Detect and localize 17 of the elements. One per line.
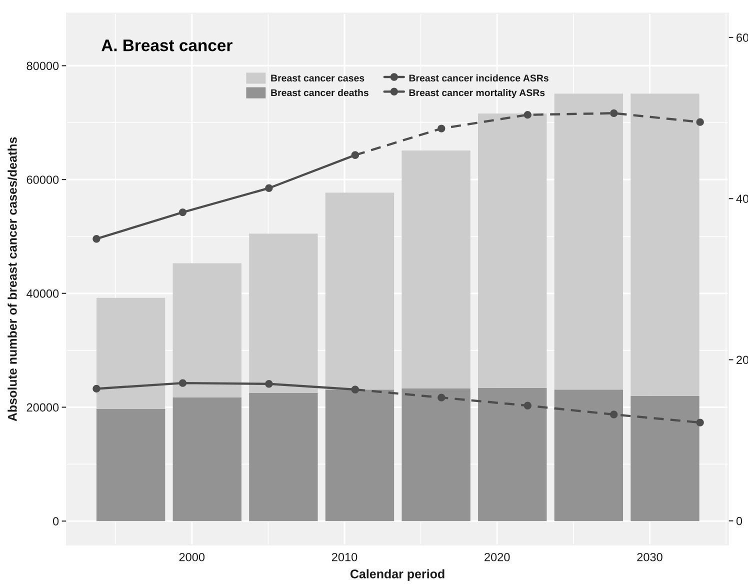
y-tick-label: 40000 bbox=[26, 289, 59, 298]
x-tick-label: 2010 bbox=[332, 552, 358, 562]
y-tick-label: 60000 bbox=[26, 176, 59, 184]
x-tick-label: 2030 bbox=[637, 552, 662, 562]
x-tick-label: 2000 bbox=[179, 552, 205, 562]
y-tick-label: 80000 bbox=[26, 62, 59, 70]
legend-label: Breast cancer deaths bbox=[271, 89, 368, 96]
x-axis-title: Calendar period bbox=[350, 569, 444, 581]
text: A. Breast cancer bbox=[102, 40, 232, 52]
y-tick-label: 0 bbox=[52, 517, 59, 526]
y-tick-label: 20000 bbox=[26, 403, 59, 412]
legend-label: Breast cancer mortality ASRs bbox=[409, 89, 545, 98]
x-tick-label: 2020 bbox=[484, 552, 510, 562]
y2-tick-label: 0 bbox=[736, 516, 742, 526]
legend-label: Breast cancer incidence ASRs bbox=[409, 74, 548, 82]
y-axis-title: Absolute number of breast cancer cases/deaths bbox=[8, 137, 17, 422]
legend-label: Breast cancer cases bbox=[271, 74, 364, 82]
